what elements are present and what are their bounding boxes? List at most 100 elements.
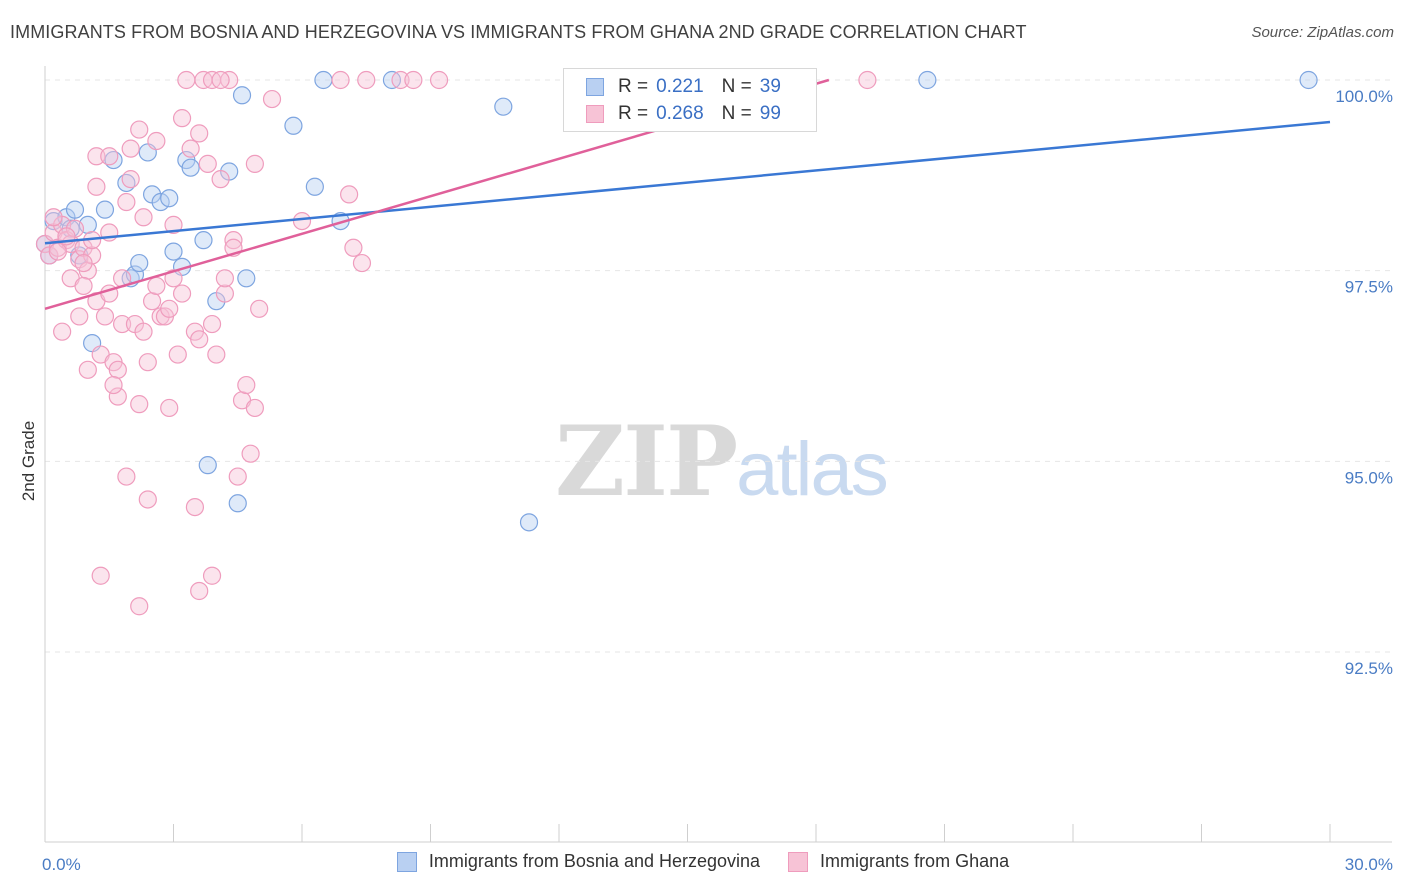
ghana-point <box>211 170 230 189</box>
ghana-point <box>224 231 243 250</box>
ghana-point <box>245 398 264 418</box>
bosnia-point <box>65 200 85 219</box>
ghana-point <box>352 253 372 273</box>
ghana-point <box>108 360 127 379</box>
ghana-point <box>190 581 209 601</box>
series-swatch-bosnia <box>396 851 417 872</box>
y-tick-label: 97.5% <box>1345 278 1393 297</box>
bosnia-points <box>35 70 1318 532</box>
ghana-point <box>331 70 350 90</box>
ghana-point <box>160 299 179 318</box>
ghana-point <box>357 70 376 90</box>
ghana-point <box>344 238 363 257</box>
ghana-point <box>48 242 67 261</box>
legend-r-value: 0.268 <box>656 103 704 124</box>
ghana-point <box>215 269 234 288</box>
ghana-points <box>35 70 877 616</box>
bosnia-point <box>181 158 200 177</box>
ghana-point <box>87 147 106 166</box>
bosnia-trend-line <box>44 120 1331 245</box>
ghana-point <box>190 330 209 349</box>
ghana-point <box>241 444 260 463</box>
ghana-point <box>134 208 153 227</box>
ghana-point <box>104 375 123 395</box>
series-legend-ghana[interactable]: Immigrants from Ghana <box>788 851 1009 872</box>
ghana-point <box>250 299 269 318</box>
x-tick-label-min: 0.0% <box>42 855 81 874</box>
x-tick-label-max: 30.0% <box>1345 855 1393 874</box>
series-swatch-ghana <box>788 851 809 872</box>
bosnia-point <box>314 70 333 90</box>
ghana-point <box>74 253 93 273</box>
legend-n-key: N = <box>721 103 752 124</box>
ghana-point <box>245 154 264 173</box>
legend-row-ghana: R = 0.268 N = 99 <box>586 102 781 126</box>
y-tick-label: 95.0% <box>1345 468 1393 487</box>
bosnia-point <box>95 200 115 219</box>
ghana-point <box>262 89 282 109</box>
ghana-point <box>160 398 179 418</box>
bosnia-point <box>164 242 183 261</box>
bosnia-point <box>160 189 179 208</box>
ghana-point <box>130 395 149 414</box>
bosnia-point <box>237 269 256 288</box>
legend-n-value: 99 <box>759 103 781 124</box>
ghana-point <box>138 353 157 372</box>
ghana-point <box>91 566 110 585</box>
ghana-point <box>185 497 205 517</box>
bosnia-point <box>1299 70 1318 90</box>
legend-swatch-bosnia <box>586 78 604 96</box>
bosnia-point <box>151 192 170 212</box>
legend-n-key: N = <box>721 76 752 97</box>
ghana-point <box>44 208 63 227</box>
bosnia-point <box>198 456 217 475</box>
ghana-point <box>340 185 359 204</box>
ghana-point <box>211 70 230 90</box>
ghana-point <box>138 490 157 509</box>
bosnia-point <box>494 97 513 116</box>
ghana-point <box>117 467 136 486</box>
series-legend-bosnia[interactable]: Immigrants from Bosnia and Herzegovina <box>396 851 760 872</box>
ghana-point <box>112 314 132 334</box>
y-tick-label: 100.0% <box>1335 87 1393 106</box>
ghana-point <box>168 345 187 364</box>
ghana-point <box>177 70 196 90</box>
correlation-legend: R = 0.221 N = 39 R = 0.268 N = 99 <box>563 68 817 132</box>
ghana-point <box>74 276 93 296</box>
bosnia-point <box>519 513 539 532</box>
ghana-point <box>292 211 312 231</box>
bosnia-point <box>305 177 324 196</box>
ghana-point <box>202 566 222 585</box>
ghana-point <box>207 345 226 364</box>
bosnia-point <box>918 70 937 90</box>
ghana-point <box>164 215 183 235</box>
bosnia-point <box>130 253 149 273</box>
ghana-point <box>87 177 106 196</box>
bosnia-point <box>284 116 303 135</box>
ghana-point <box>404 70 423 90</box>
bosnia-point <box>232 86 252 105</box>
axes <box>44 66 1392 843</box>
ghana-point <box>172 284 192 303</box>
ghana-point <box>181 139 200 158</box>
legend-n-value: 39 <box>759 76 781 97</box>
ghana-point <box>858 70 877 90</box>
legend-r-key: R = <box>618 76 649 97</box>
ghana-point <box>70 307 89 326</box>
bosnia-point <box>228 494 247 513</box>
ghana-point <box>429 70 449 90</box>
ghana-point <box>215 284 234 303</box>
ghana-point <box>202 314 222 334</box>
ghana-point <box>190 124 209 143</box>
y-axis-title: 2nd Grade <box>19 421 38 501</box>
y-tick-label: 92.5% <box>1345 659 1393 678</box>
ghana-point <box>198 154 217 173</box>
bosnia-point <box>194 231 213 250</box>
ghana-point <box>172 109 192 128</box>
ghana-point <box>130 120 149 139</box>
ghana-point <box>134 322 153 341</box>
watermark-atlas: atlas <box>736 427 889 512</box>
ghana-point <box>147 276 166 296</box>
source-credit: Source: ZipAtlas.com <box>1251 24 1394 41</box>
